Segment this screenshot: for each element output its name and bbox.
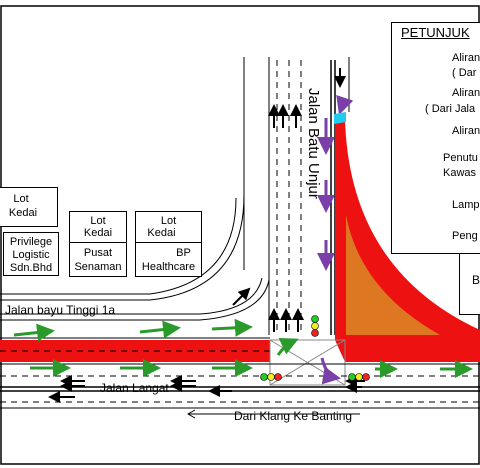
traffic-light-east <box>348 373 370 381</box>
road-label-batu-unjur: Jalan Batu Unjur <box>305 88 322 199</box>
traffic-light-west <box>260 373 282 381</box>
legend-purple-flow-label: Aliran <box>452 87 480 99</box>
building-lot-kedai-1: Lot Kedai <box>0 187 58 227</box>
legend-flag-label: Peng <box>452 230 478 242</box>
building-pusat-senaman: Pusat Senaman <box>69 242 127 277</box>
legend-green-flow-sub: ( Dar <box>452 67 477 79</box>
legend-traffic-light-label: Lamp <box>452 199 480 211</box>
black-flow-arrows <box>48 68 365 403</box>
green-flow-arrows <box>13 318 473 378</box>
road-batu-unjur <box>243 57 350 335</box>
signage-flag-icon <box>334 112 346 124</box>
legend-closure-label: Penutu <box>443 152 478 164</box>
road-label-klang-banting: Dari Klang Ke Banting <box>234 409 353 423</box>
building-privilege: Privilege Logistic Sdn.Bhd <box>3 232 59 276</box>
building-lot-kedai-2: Lot Kedai <box>69 211 127 243</box>
road-label-bayu-tinggi: Jalan bayu Tinggi 1a <box>5 303 116 317</box>
legend-area-label: Kawas <box>443 167 477 179</box>
legend-panel: PETUNJUK Aliran ( Dar Aliran ( Dari Jala… <box>391 22 480 254</box>
building-right: B <box>459 253 480 315</box>
legend-title: PETUNJUK <box>401 25 470 40</box>
klang-banting-arrow <box>186 409 360 419</box>
work-area <box>346 215 440 335</box>
slip-roads <box>0 194 270 321</box>
road-label-langat: Jalan Langat <box>100 381 169 395</box>
building-lot-kedai-3: Lot Kedai <box>135 211 202 243</box>
traffic-light-north <box>311 315 319 337</box>
legend-green-flow-label: Aliran <box>452 52 480 64</box>
legend-purple-flow-sub: ( Dari Jala <box>425 103 476 115</box>
legend-black-flow-label: Aliran <box>452 125 480 137</box>
purple-flow-arrows <box>317 94 354 385</box>
building-bp-healthcare: BP Healthcare <box>135 242 202 277</box>
